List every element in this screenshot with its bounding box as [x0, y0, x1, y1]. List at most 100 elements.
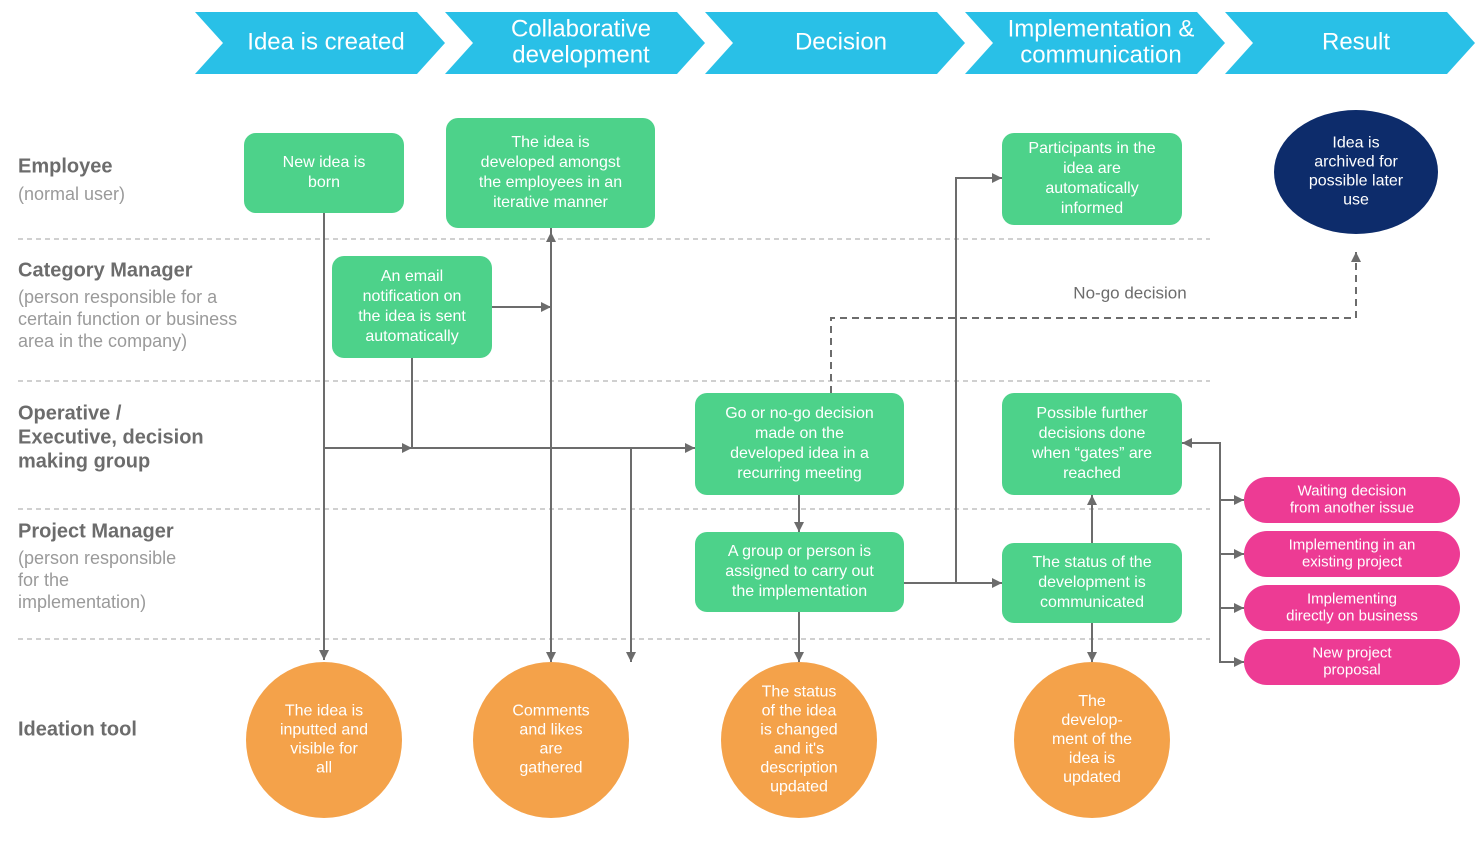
- svg-text:idea are: idea are: [1063, 160, 1121, 177]
- svg-text:automatically: automatically: [1045, 180, 1138, 197]
- svg-text:Implementing in an: Implementing in an: [1289, 536, 1416, 553]
- svg-text:Operative /: Operative /: [18, 402, 122, 424]
- svg-text:when “gates” are: when “gates” are: [1031, 445, 1152, 462]
- svg-text:develop-: develop-: [1061, 712, 1122, 729]
- result-ellipse: Idea is archived for possible later use: [1274, 110, 1438, 234]
- svg-text:archived for: archived for: [1314, 154, 1398, 171]
- svg-text:Project Manager: Project Manager: [18, 520, 174, 542]
- svg-text:born: born: [308, 174, 340, 191]
- svg-text:ment of the: ment of the: [1052, 731, 1132, 748]
- svg-text:Go or no-go decision: Go or no-go decision: [725, 405, 874, 422]
- svg-text:all: all: [316, 760, 332, 777]
- svg-text:possible later: possible later: [1309, 173, 1404, 190]
- svg-text:A group or person is: A group or person is: [728, 543, 871, 560]
- svg-text:Idea is: Idea is: [1332, 135, 1379, 152]
- svg-text:use: use: [1343, 192, 1369, 209]
- diagram-canvas: Idea is created Collaborativedevelopment D…: [0, 0, 1482, 841]
- svg-text:communication: communication: [1020, 41, 1181, 68]
- svg-text:informed: informed: [1061, 200, 1123, 217]
- svg-text:iterative manner: iterative manner: [493, 194, 608, 211]
- svg-text:The idea is: The idea is: [285, 703, 363, 720]
- svg-text:are: are: [539, 741, 562, 758]
- svg-text:visible for: visible for: [290, 741, 358, 758]
- svg-text:The: The: [1078, 693, 1106, 710]
- svg-text:decisions done: decisions done: [1039, 425, 1146, 442]
- svg-text:The status of the: The status of the: [1032, 554, 1151, 571]
- outcome-pill: New projectproposal: [1244, 639, 1460, 685]
- svg-text:developed amongst: developed amongst: [481, 154, 621, 171]
- svg-text:directly on business: directly on business: [1286, 607, 1418, 624]
- svg-text:of the idea: of the idea: [762, 703, 837, 720]
- svg-text:description: description: [760, 760, 837, 777]
- tool-circle: Comments and likes are gathered: [473, 662, 629, 818]
- svg-text:An email: An email: [381, 268, 443, 285]
- svg-text:making group: making group: [18, 450, 150, 472]
- tool-circle: The idea isinputted andvisible forall: [246, 662, 402, 818]
- svg-text:Waiting decision: Waiting decision: [1298, 482, 1407, 499]
- svg-text:No-go decision: No-go decision: [1073, 283, 1186, 302]
- svg-text:Implementing: Implementing: [1307, 590, 1397, 607]
- outcome-pill: Implementing in anexisting project: [1244, 531, 1460, 577]
- svg-text:Comments: Comments: [512, 703, 589, 720]
- svg-text:Collaborative: Collaborative: [511, 15, 651, 42]
- phase-chevron: Implementation &communication: [965, 12, 1225, 74]
- svg-text:Implementation &: Implementation &: [1008, 15, 1195, 42]
- svg-text:development is: development is: [1038, 574, 1146, 591]
- svg-text:Ideation tool: Ideation tool: [18, 718, 137, 740]
- process-box: A group or person is assigned to carry ou…: [695, 532, 904, 612]
- process-box: The idea isdeveloped amongstthe employee…: [446, 118, 655, 228]
- svg-text:is changed: is changed: [760, 722, 837, 739]
- swimlane-label: Ideation tool: [18, 718, 137, 740]
- svg-text:idea is: idea is: [1069, 750, 1115, 767]
- svg-text:proposal: proposal: [1323, 661, 1381, 678]
- svg-text:the implementation: the implementation: [732, 583, 867, 600]
- svg-text:(person responsible: (person responsible: [18, 548, 176, 568]
- svg-text:and it's: and it's: [774, 741, 824, 758]
- process-box: An email notification on the idea is sent a…: [332, 256, 492, 358]
- svg-text:notification on: notification on: [363, 288, 462, 305]
- svg-text:existing project: existing project: [1302, 553, 1403, 570]
- svg-text:developed idea in a: developed idea in a: [730, 445, 869, 462]
- svg-text:and likes: and likes: [519, 722, 582, 739]
- svg-text:Participants in the: Participants in the: [1028, 140, 1155, 157]
- phase-chevron: Result: [1225, 12, 1475, 74]
- outcome-pill: Waiting decisionfrom another issue: [1244, 477, 1460, 523]
- process-box: New idea is born: [244, 133, 404, 213]
- svg-text:(normal user): (normal user): [18, 184, 125, 204]
- tool-circle: The status of the idea is changed and it's d…: [721, 662, 877, 818]
- phase-chevron: Decision: [705, 12, 965, 74]
- svg-text:automatically: automatically: [365, 328, 458, 345]
- svg-text:certain function or business: certain function or business: [18, 309, 237, 329]
- svg-text:reached: reached: [1063, 465, 1121, 482]
- svg-text:The status: The status: [762, 684, 837, 701]
- svg-text:gathered: gathered: [519, 760, 582, 777]
- svg-text:development: development: [512, 41, 650, 68]
- svg-text:New idea is: New idea is: [283, 154, 366, 171]
- svg-text:the employees in an: the employees in an: [479, 174, 622, 191]
- process-box: Go or no-go decision made on the developed…: [695, 393, 904, 495]
- svg-text:Possible further: Possible further: [1036, 405, 1148, 422]
- svg-text:communicated: communicated: [1040, 594, 1144, 611]
- svg-text:Category Manager: Category Manager: [18, 259, 193, 281]
- svg-text:Idea is created: Idea is created: [247, 28, 404, 55]
- process-box: Possible further decisions done when “gate…: [1002, 393, 1182, 495]
- process-box: The status of the development is communica…: [1002, 543, 1182, 623]
- svg-text:from another issue: from another issue: [1290, 499, 1414, 516]
- svg-text:(person responsible for a: (person responsible for a: [18, 287, 218, 307]
- outcome-pill: Implementingdirectly on business: [1244, 585, 1460, 631]
- svg-text:recurring meeting: recurring meeting: [737, 465, 862, 482]
- svg-text:implementation): implementation): [18, 592, 146, 612]
- phase-chevron: Idea is created: [195, 12, 445, 74]
- svg-text:assigned to carry out: assigned to carry out: [725, 563, 874, 580]
- phase-chevron: Collaborativedevelopment: [445, 12, 705, 74]
- process-box: Participants in the idea are automatically…: [1002, 133, 1182, 225]
- svg-text:Employee: Employee: [18, 155, 112, 177]
- svg-text:made on the: made on the: [755, 425, 844, 442]
- svg-text:updated: updated: [770, 779, 828, 796]
- svg-text:the idea is sent: the idea is sent: [358, 308, 466, 325]
- svg-text:New project: New project: [1312, 644, 1392, 661]
- tool-circle: Thedevelop-ment of theidea isupdated: [1014, 662, 1170, 818]
- svg-text:for the: for the: [18, 570, 69, 590]
- svg-text:Decision: Decision: [795, 28, 887, 55]
- svg-text:area in the company): area in the company): [18, 331, 187, 351]
